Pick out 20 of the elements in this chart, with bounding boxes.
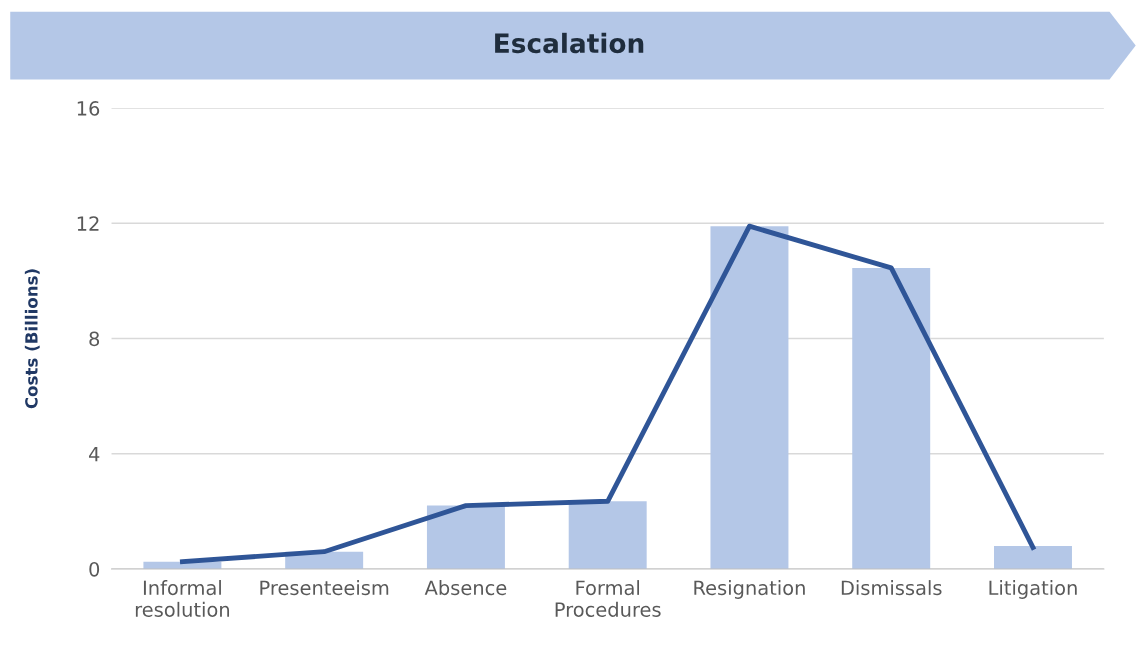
y-axis-title: Costs (Billions) — [24, 269, 40, 409]
bar — [426, 505, 505, 569]
x-tick-label: Formal Procedures — [555, 580, 661, 617]
y-tick-label: 16 — [77, 101, 100, 116]
x-tick-label: Absence — [424, 580, 507, 596]
line-series — [179, 223, 1036, 565]
y-tick-label: 0 — [89, 561, 100, 577]
y-tick-label: 4 — [88, 446, 100, 462]
bar — [993, 545, 1072, 569]
x-tick-label: Litigation — [989, 580, 1077, 599]
x-tick-label: Presenteeism — [260, 580, 389, 596]
x-tick-label: Informal resolution — [135, 580, 230, 617]
y-tick-label: 8 — [89, 331, 100, 347]
bar — [852, 267, 931, 569]
bar — [568, 501, 647, 569]
x-tick-label: Resignation — [694, 580, 805, 599]
bar — [710, 226, 789, 569]
x-tick-label: Dismissals — [841, 580, 942, 596]
chart-title: Escalation — [495, 32, 644, 54]
y-tick-label: 12 — [77, 216, 99, 231]
